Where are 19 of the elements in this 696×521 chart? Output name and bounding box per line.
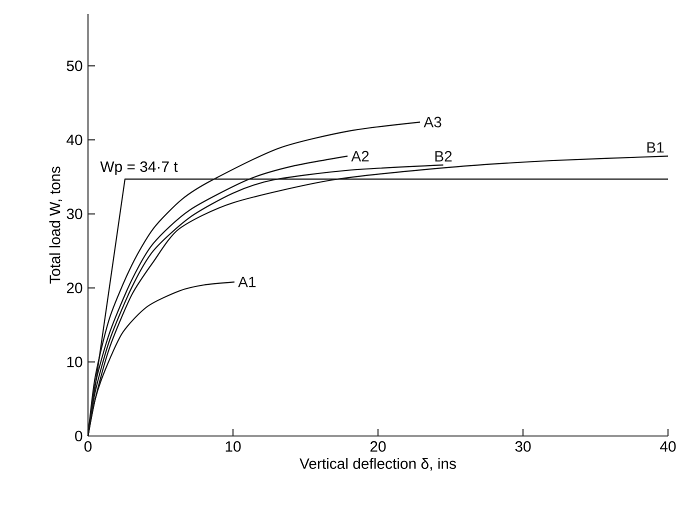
y-axis-title: Total load W, tons [49, 166, 62, 284]
x-tick-label: 30 [515, 441, 531, 452]
y-tick-label: 20 [66, 282, 82, 294]
series-label: A2 [351, 150, 369, 162]
series-label: B1 [647, 142, 664, 153]
y-tick-label: 30 [66, 208, 82, 220]
x-axis-title: Vertical deflection δ, ins [300, 458, 456, 471]
x-tick-label: 40 [660, 441, 676, 452]
series-label: A3 [424, 116, 442, 128]
annotation: Wp = 34·7 t [100, 161, 178, 175]
series-label: B2 [435, 151, 452, 162]
y-tick-label: 40 [66, 134, 82, 146]
series-label: A1 [238, 276, 256, 288]
y-tick-label: 50 [66, 60, 82, 72]
x-tick-label: 10 [226, 441, 241, 452]
x-tick-label: 20 [370, 441, 386, 452]
y-tick-label: 0 [75, 430, 82, 442]
x-tick-label: 0 [84, 441, 92, 452]
y-tick-label: 10 [67, 356, 82, 368]
